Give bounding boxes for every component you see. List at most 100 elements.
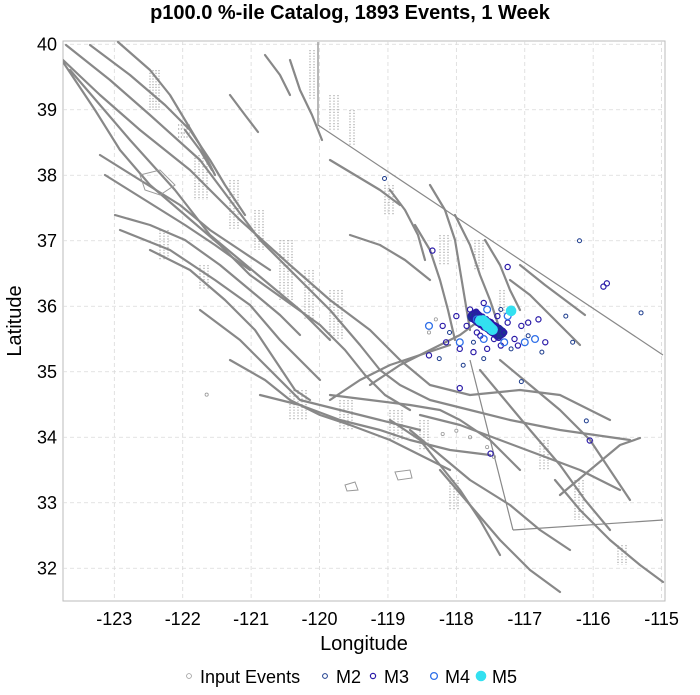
fault-trace [148, 248, 312, 402]
earthquake-point-m2 [496, 331, 502, 337]
fault-trace [64, 43, 632, 442]
x-tick-label: -119 [371, 609, 406, 629]
earthquake-point-m3 [463, 322, 470, 330]
earthquake-point-m3 [442, 339, 450, 346]
earthquake-point-input [491, 454, 496, 459]
earthquake-point-m3 [429, 247, 436, 254]
fault-trace [103, 173, 252, 272]
earthquake-point-m2 [539, 349, 545, 355]
y-tick-label: 35 [37, 362, 57, 382]
x-tick-label: -121 [233, 609, 269, 629]
x-tick-label: -115 [644, 609, 679, 629]
y-axis-ticks: 32 33 34 35 36 37 38 39 40 [37, 34, 57, 578]
fault-trace [498, 358, 632, 502]
y-tick-label: 38 [37, 165, 57, 185]
fault-zone-hatching [389, 410, 403, 440]
plot-area [62, 40, 666, 602]
fault-trace [288, 58, 324, 142]
x-tick-label: -116 [576, 609, 611, 629]
earthquake-point-m4 [479, 334, 488, 344]
earthquake-point-m5 [479, 317, 491, 328]
fault-trace [113, 213, 302, 337]
fault-zone-hatching [384, 185, 394, 215]
fault-trace [518, 263, 587, 317]
fault-zone-hatching [449, 480, 459, 510]
earthquake-point-input [485, 445, 490, 450]
fault-zone-hatching [349, 110, 355, 145]
y-tick-label: 36 [37, 296, 57, 316]
fault-trace [118, 228, 322, 382]
earthquake-point-m3 [514, 342, 522, 349]
fault-trace [368, 318, 482, 387]
region-boundary [469, 359, 514, 531]
earthquake-point-m2 [382, 176, 388, 182]
fault-trace [408, 428, 572, 552]
fault-zone-hatching [254, 210, 264, 250]
earthquake-point-m2 [518, 379, 524, 385]
fault-zone-hatching [617, 545, 627, 565]
fault-trace [68, 68, 332, 342]
earthquake-point-input [426, 330, 431, 335]
earthquake-point-m2 [447, 329, 453, 335]
fault-zone-hatching [329, 95, 339, 130]
earthquake-point-m3 [511, 335, 518, 343]
fault-trace [328, 158, 402, 207]
legend-label-input: Input Events [200, 667, 300, 687]
fault-trace [63, 58, 612, 422]
earthquake-point-m3 [535, 316, 542, 323]
earthquake-point-m2 [508, 346, 514, 352]
legend-label-m5: M5 [492, 667, 517, 687]
chart-title: p100.0 %-ile Catalog, 1893 Events, 1 Wee… [150, 2, 551, 24]
earthquake-point-m3 [518, 322, 525, 330]
coastline-outline [139, 169, 176, 196]
earthquake-point-m2 [525, 333, 531, 339]
gridlines [63, 41, 665, 601]
legend-marker-m4 [429, 671, 439, 681]
fault-trace [258, 393, 492, 457]
earthquake-point-m2 [436, 356, 442, 362]
legend-label-m4: M4 [445, 667, 470, 687]
x-tick-label: -118 [439, 609, 474, 629]
fault-trace [388, 418, 502, 557]
region-boundary [512, 519, 664, 531]
earthquake-point-m3 [483, 345, 491, 353]
fault-trace [263, 53, 292, 97]
legend-marker-input [186, 673, 192, 679]
y-tick-label: 39 [37, 100, 57, 120]
legend-label-m3: M3 [384, 667, 409, 687]
x-axis-ticks: -123 -122 -121 -120 -119 -118 -117 -116 -115 [96, 609, 679, 629]
earthquake-point-m3 [501, 329, 508, 336]
fault-zone-hatching [574, 480, 584, 520]
earthquake-point-m2 [481, 356, 487, 362]
fault-zone-hatching [159, 230, 169, 260]
fault-trace [198, 308, 422, 432]
fault-trace [116, 41, 217, 177]
earthquake-point-input [204, 392, 209, 397]
earthquake-point-m3 [487, 450, 494, 457]
y-axis-label: Latitude [4, 285, 26, 356]
earthquake-point-m3 [490, 335, 498, 343]
fault-trace [228, 93, 260, 134]
earthquake-point-m2 [563, 313, 569, 319]
earthquake-point-m4 [424, 321, 434, 330]
earthquake-point-input [433, 317, 438, 322]
earthquake-point-input [440, 431, 445, 436]
fault-zone-hatching [419, 420, 429, 450]
plot-frame [62, 40, 666, 602]
legend: Input Events M2 M3 M4 M5 [186, 667, 517, 687]
fault-trace [98, 153, 272, 272]
earthquake-point-m3 [600, 283, 607, 290]
earthquake-point-m2 [570, 339, 576, 345]
earthquake-point-m5 [505, 305, 517, 317]
fault-trace [553, 478, 665, 584]
earthquake-point-m3 [480, 299, 487, 307]
y-tick-label: 37 [37, 231, 57, 251]
earthquake-point-m3 [524, 319, 532, 326]
fault-zone-hatching [339, 400, 353, 430]
earthquake-point-m2 [583, 418, 589, 424]
earthquake-point-m3 [456, 384, 463, 392]
earthquake-point-m3 [504, 263, 511, 271]
fault-trace [483, 238, 522, 312]
legend-label-m2: M2 [336, 667, 361, 687]
